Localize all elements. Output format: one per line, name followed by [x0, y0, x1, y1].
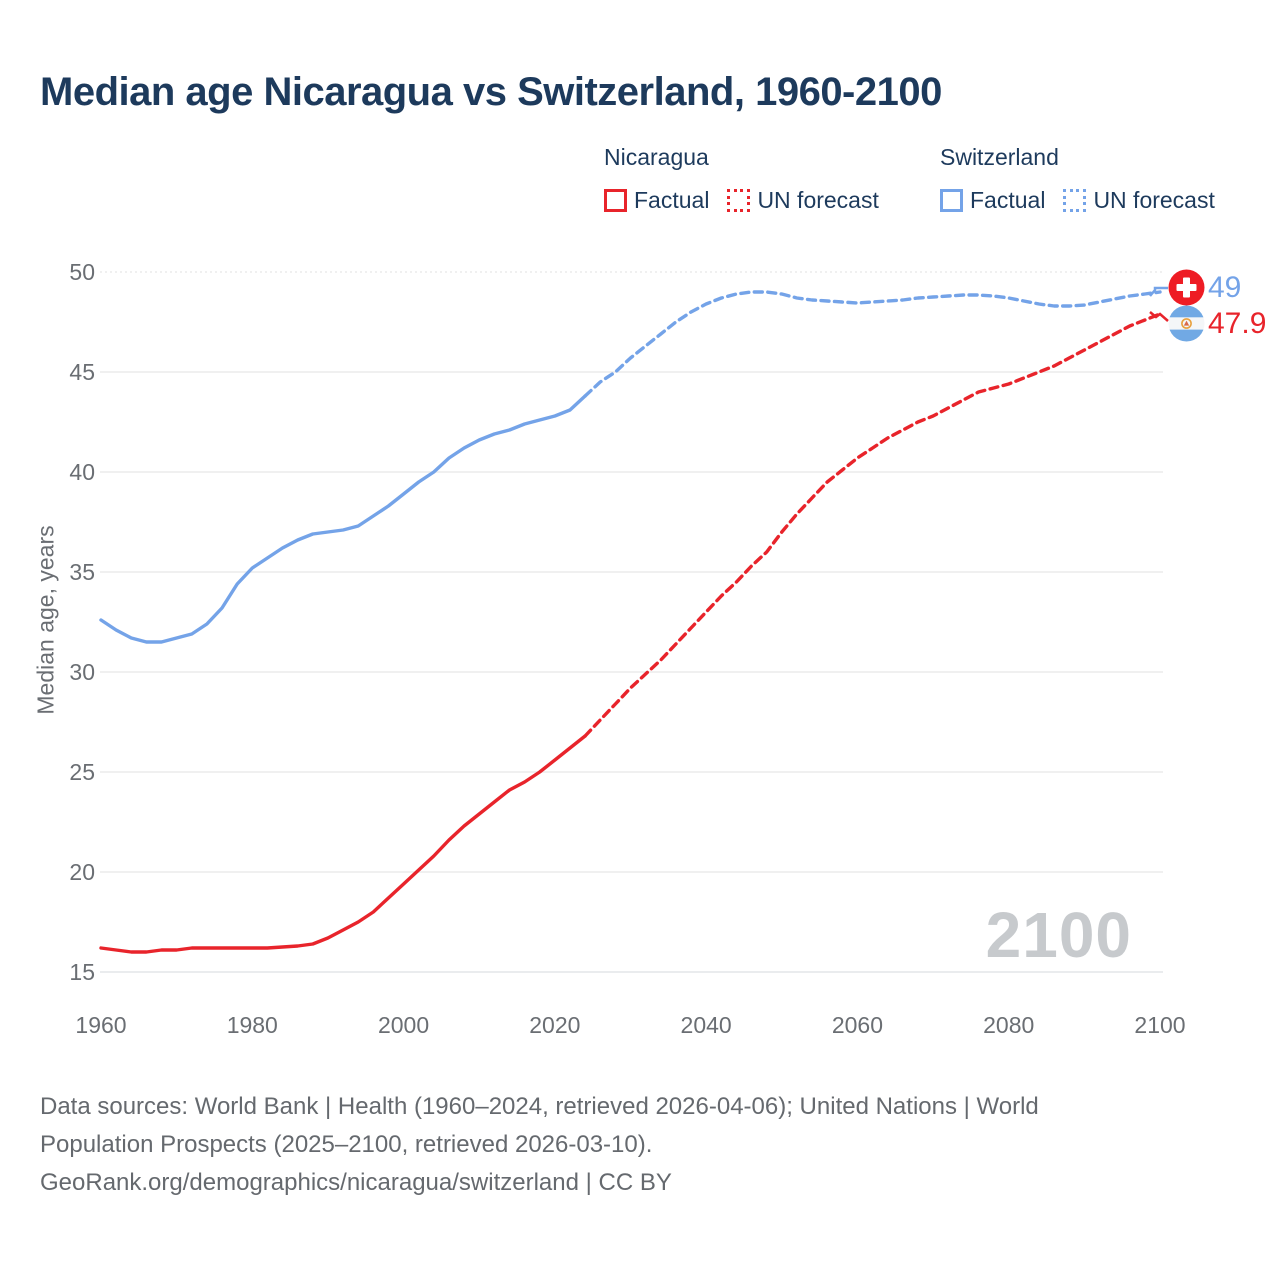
solid-line-swatch-icon: [940, 189, 963, 212]
y-tick-label: 50: [69, 259, 95, 285]
x-tick-label: 2040: [680, 1012, 732, 1038]
switzerland-endline-connector: [1149, 286, 1168, 297]
x-tick-label: 1980: [226, 1012, 278, 1038]
solid-line-swatch-icon: [604, 189, 627, 212]
nicaragua-end-value: 47.9: [1208, 307, 1267, 340]
switzerland-un-forecast-line[interactable]: [583, 290, 1162, 398]
x-tick-label: 2080: [983, 1012, 1035, 1038]
nicaragua-un-forecast-line[interactable]: [583, 312, 1162, 738]
x-tick-label: 1960: [75, 1012, 127, 1038]
legend-item-switzerland-factual[interactable]: Factual: [940, 187, 1045, 214]
x-tick-label: 2100: [1134, 1012, 1186, 1038]
chart-series: [99, 290, 1162, 954]
legend-header-nicaragua: Nicaragua: [604, 144, 709, 170]
legend-group-nicaragua: Nicaragua Factual UN forecast: [604, 144, 879, 214]
nicaragua-endline-connector: [1149, 311, 1169, 322]
y-tick-label: 35: [69, 559, 95, 585]
x-tick-label: 2000: [377, 1012, 430, 1038]
nicaragua-factual-line[interactable]: [99, 734, 587, 954]
x-tick-label: 2060: [831, 1012, 883, 1038]
switzerland-flag-icon: [1168, 269, 1205, 306]
legend-item-label: UN forecast: [757, 187, 879, 213]
legend-item-nicaragua-forecast[interactable]: UN forecast: [727, 187, 879, 214]
dotted-line-swatch-icon: [727, 189, 751, 212]
y-tick-label: 25: [69, 759, 95, 785]
legend-item-label: Factual: [970, 187, 1046, 213]
gridlines: [100, 271, 1163, 973]
y-tick-label: 45: [69, 359, 95, 385]
y-tick-label: 15: [69, 959, 95, 985]
switzerland-end-value: 49: [1208, 271, 1242, 304]
y-tick-label: 20: [69, 859, 95, 885]
y-tick-label: 40: [69, 459, 95, 485]
dotted-line-swatch-icon: [1063, 189, 1087, 212]
y-axis-title: Median age, years: [32, 525, 59, 715]
data-sources-text: Data sources: World Bank | Health (1960–…: [40, 1093, 1039, 1158]
footer: Data sources: World Bank | Health (1960–…: [40, 1088, 1145, 1202]
legend-item-nicaragua-factual[interactable]: Factual: [604, 187, 709, 214]
legend-group-switzerland: Switzerland Factual UN forecast: [940, 144, 1215, 214]
legend-header-switzerland: Switzerland: [940, 144, 1059, 170]
x-tick-label: 2020: [529, 1012, 581, 1038]
legend-item-switzerland-forecast[interactable]: UN forecast: [1063, 187, 1215, 214]
legend-item-label: Factual: [634, 187, 710, 213]
nicaragua-flag-icon: [1168, 305, 1205, 342]
y-tick-label: 30: [69, 659, 95, 685]
legend-item-label: UN forecast: [1093, 187, 1215, 213]
attribution-link[interactable]: GeoRank.org/demographics/nicaragua/switz…: [40, 1169, 672, 1196]
page-title: Median age Nicaragua vs Switzerland, 196…: [40, 70, 942, 114]
switzerland-factual-line[interactable]: [99, 394, 587, 644]
watermark-year: 2100: [985, 899, 1132, 971]
